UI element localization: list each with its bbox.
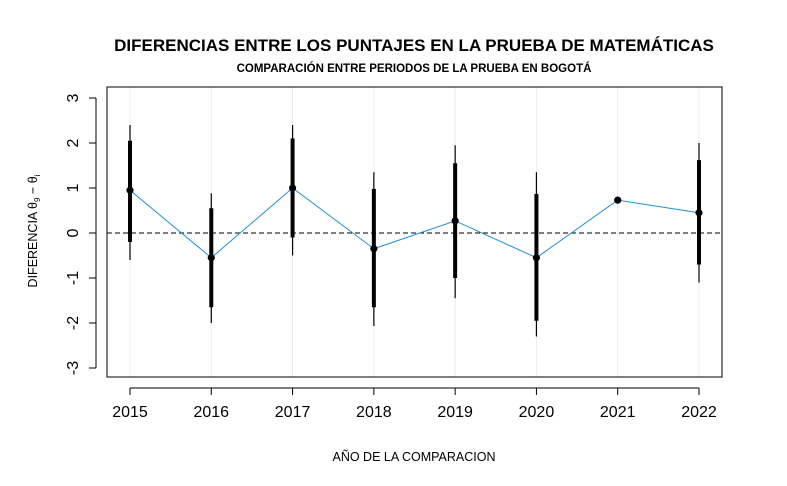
y-tick-label--1: -1 <box>65 271 82 285</box>
y-tick-label-2: 2 <box>65 138 82 147</box>
x-tick-label-2017: 2017 <box>275 404 311 421</box>
series-line-group <box>129 187 700 259</box>
x-tick-label-2020: 2020 <box>519 404 555 421</box>
y-tick-label-0: 0 <box>65 228 82 237</box>
x-tick-label-2021: 2021 <box>600 404 636 421</box>
data-point-2016 <box>207 254 215 262</box>
data-point-2021 <box>614 196 622 204</box>
data-point-2018 <box>370 245 378 253</box>
x-tick-label-2016: 2016 <box>193 404 229 421</box>
x-axis: 2015 2016 2017 2018 2019 2020 2021 2022 <box>112 387 717 421</box>
chart-subtitle: COMPARACIÓN ENTRE PERIODOS DE LA PRUEBA … <box>237 62 592 75</box>
data-points <box>126 184 703 262</box>
x-tick-label-2022: 2022 <box>681 404 717 421</box>
interval-bars <box>128 125 701 337</box>
y-axis-title-minus: − θ <box>26 176 40 197</box>
y-tick-label-3: 3 <box>65 93 82 102</box>
y-axis-title-prefix: DIFERENCIA θ <box>26 202 40 287</box>
y-tick-label--2: -2 <box>65 316 82 330</box>
grid <box>129 87 700 377</box>
y-axis-title-subscript-1: 9 <box>33 197 42 202</box>
data-point-2017 <box>288 184 297 192</box>
y-tick-label-1: 1 <box>65 183 82 192</box>
data-point-2022 <box>695 209 703 217</box>
x-axis-title: AÑO DE LA COMPARACION <box>333 450 496 464</box>
series-line <box>129 187 700 259</box>
y-axis-title: DIFERENCIA θ9 − θi <box>26 174 42 287</box>
data-point-2019 <box>451 217 459 225</box>
x-tick-label-2019: 2019 <box>437 404 473 421</box>
data-point-2015 <box>126 186 134 194</box>
x-tick-label-2015: 2015 <box>112 404 148 421</box>
x-tick-label-2018: 2018 <box>356 404 392 421</box>
chart-title: DIFERENCIAS ENTRE LOS PUNTAJES EN LA PRU… <box>114 36 714 55</box>
data-point-2020 <box>532 254 541 262</box>
plot-area-frame <box>106 86 723 378</box>
y-tick-label--3: -3 <box>65 361 82 375</box>
y-axis-title-subscript-2: i <box>33 174 42 176</box>
y-axis: -3 -2 -1 0 1 2 3 <box>65 93 97 375</box>
